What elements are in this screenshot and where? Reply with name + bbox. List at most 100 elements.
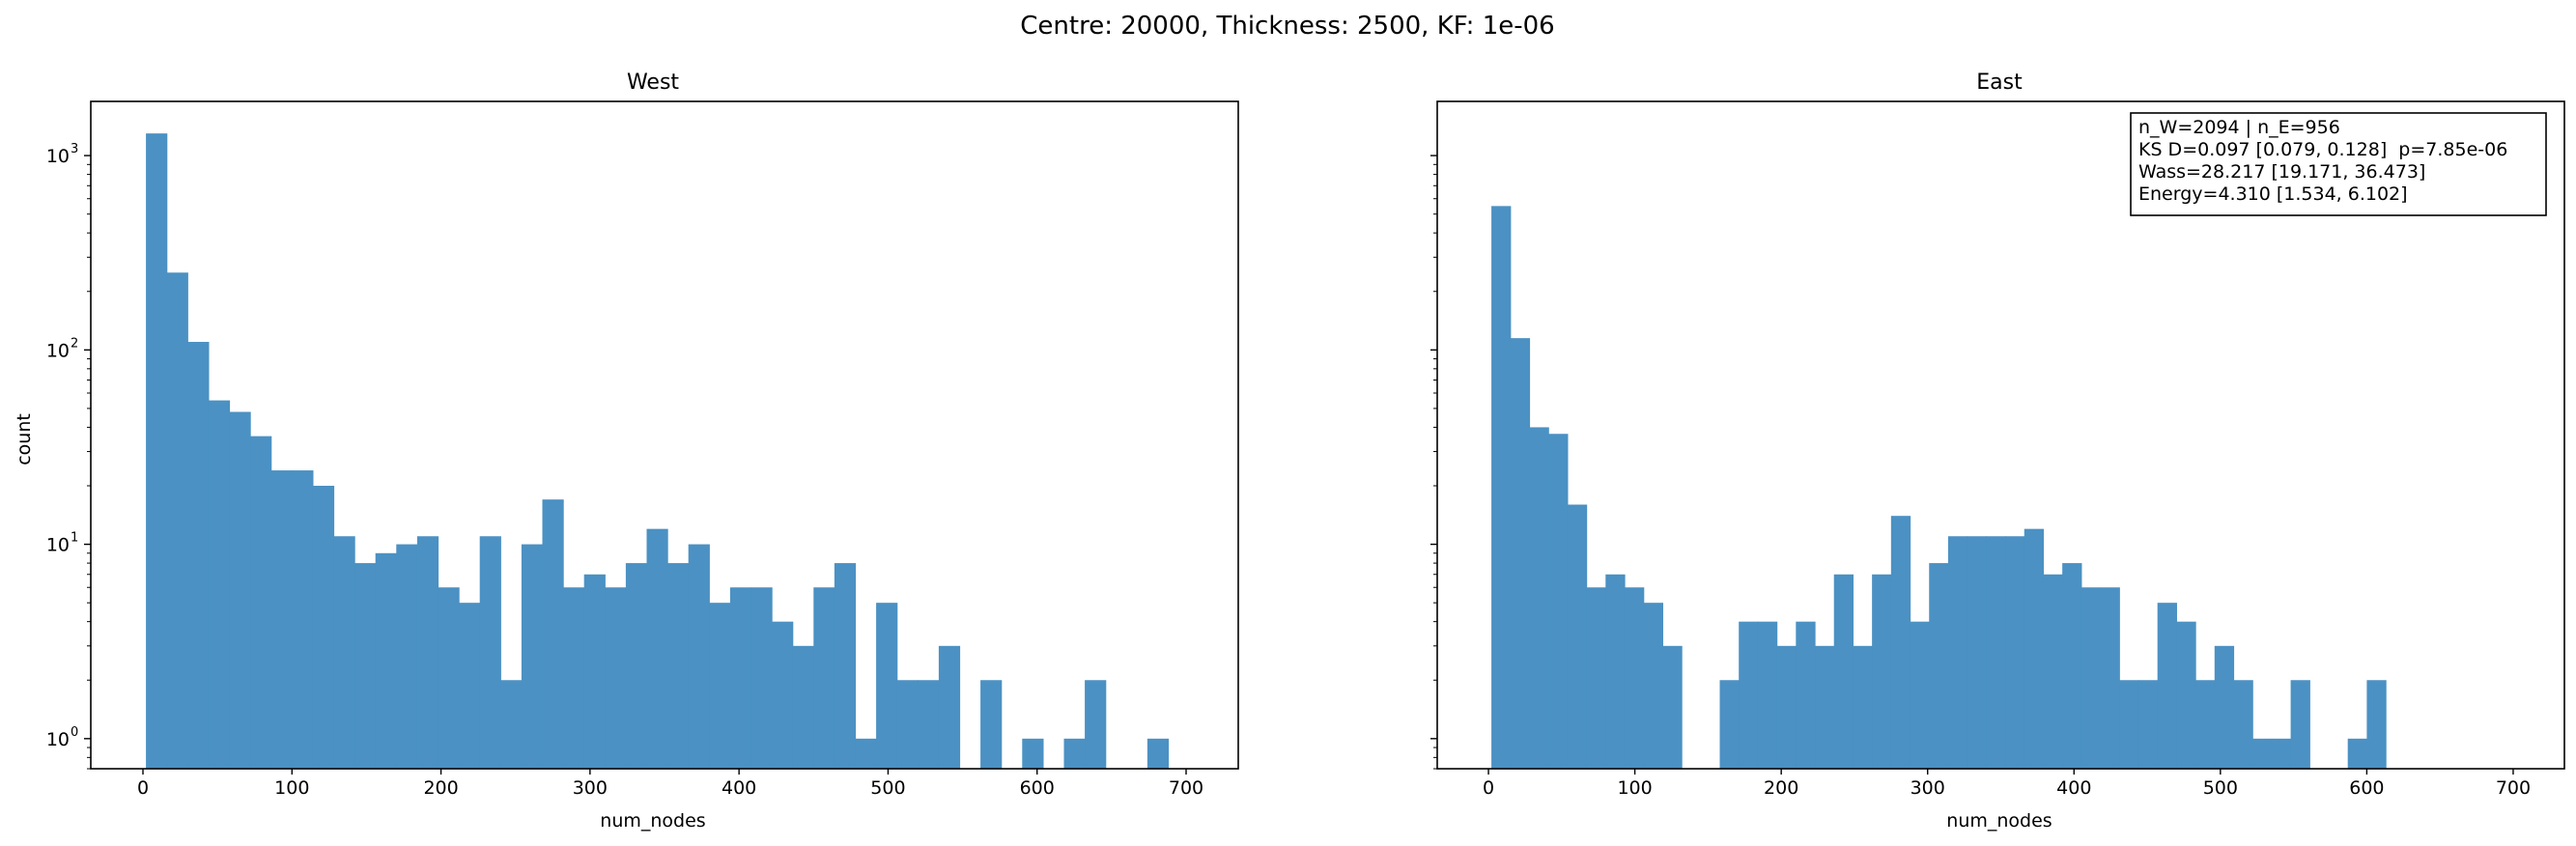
east-bar [1776,645,1797,769]
east-bar [1510,338,1531,769]
west-bar [1085,680,1107,769]
west-bar [605,587,627,769]
east-x-tick-label: 700 [2496,777,2531,799]
west-x-tick-label: 0 [137,777,149,799]
west-bar [270,470,293,769]
east-bar [1833,574,1854,769]
east-bar [1662,645,1683,769]
east-bar [1815,645,1835,769]
east-bar [2157,603,2177,769]
east-stats-annotation: n_W=2094 | n_E=956 KS D=0.097 [0.079, 0.… [2130,112,2547,216]
east-x-axis: 0 100 200 300 400 500 600 700 [1483,769,2531,799]
y-tick-exponent: 3 [71,142,78,156]
west-bar [479,536,501,769]
east-x-tick-label: 500 [2203,777,2238,799]
west-bar [855,738,877,769]
east-bar [2252,738,2273,769]
y-tick-exponent: 0 [71,725,78,740]
east-bar [1529,427,1549,769]
west-bar [583,574,606,769]
west-bars [146,133,1170,770]
stats-line-ks: KS D=0.097 [0.079, 0.128] p=7.85e-06 [2138,139,2507,160]
west-bar [938,645,961,769]
west-bar [563,587,585,769]
west-bar [750,587,773,769]
west-x-tick-label: 100 [274,777,309,799]
east-y-axis [1430,155,1437,770]
east-bar [1947,536,1968,769]
y-tick-exponent: 2 [71,336,78,351]
west-bar [834,563,857,769]
east-bar [2081,587,2102,769]
east-bar [1872,574,1892,769]
east-bar [2062,563,2082,769]
east-bar [2024,528,2045,769]
panel-east: East 0 100 200 300 400 500 600 700 num_nodes n_… [1430,70,2565,832]
west-bar [521,544,544,769]
east-bar [1586,587,1606,769]
west-bar [625,563,648,769]
west-bar [918,680,940,769]
west-bar [876,603,898,769]
west-axes-frame [90,100,1239,770]
west-x-tick-label: 300 [573,777,608,799]
east-bar [1567,504,1588,769]
east-bar [2119,680,2139,769]
west-bar [375,552,397,769]
east-xlabel: num_nodes [1946,810,2052,832]
west-bar [542,499,564,769]
west-bar [250,436,272,769]
east-bar [1853,645,1873,769]
y-tick-label: 10 [46,146,70,167]
west-x-tick-label: 500 [870,777,905,799]
east-bar [1491,206,1512,770]
west-bar [813,587,835,769]
east-bar [1739,621,1759,769]
west-bar [729,587,752,769]
west-bar [416,536,439,769]
east-x-tick-label: 400 [2056,777,2091,799]
west-bar [146,133,168,770]
y-tick-label: 10 [46,340,70,361]
east-bar [2347,738,2367,769]
east-bar [1719,680,1740,769]
west-bar [333,536,355,769]
east-bar [1967,536,1987,769]
east-bar [2214,645,2235,769]
west-xlabel: num_nodes [600,810,705,832]
west-bar [1022,738,1044,769]
west-x-tick-label: 600 [1020,777,1055,799]
west-bar [438,587,460,769]
west-bar [772,621,794,769]
west-title: West [627,70,679,95]
east-bar [1757,621,1778,769]
west-bar [1146,738,1170,769]
west-x-tick-label: 400 [722,777,756,799]
west-bar [500,680,523,769]
east-bar [2290,680,2310,769]
east-bar [1624,587,1645,769]
west-bar [396,544,418,769]
west-bar [1063,738,1086,769]
east-x-tick-label: 0 [1483,777,1494,799]
west-bar [896,680,919,769]
east-bar [1796,621,1816,769]
west-bar [667,563,690,769]
east-bar [1548,434,1569,769]
east-bar [2195,680,2216,769]
west-bar [980,680,1003,769]
east-bar [2176,621,2196,769]
east-axes-frame [1436,100,2565,770]
east-bar [2100,587,2120,769]
east-x-tick-label: 600 [2349,777,2384,799]
east-bar [1910,621,1930,769]
west-bar [709,603,731,769]
west-x-tick-label: 200 [423,777,458,799]
west-bar [187,342,210,769]
east-bar [2005,536,2025,769]
west-ylabel: count [14,413,35,465]
east-bar [2271,738,2292,769]
west-x-axis: 0 100 200 300 400 500 600 700 [137,769,1203,799]
west-bar [208,400,231,769]
